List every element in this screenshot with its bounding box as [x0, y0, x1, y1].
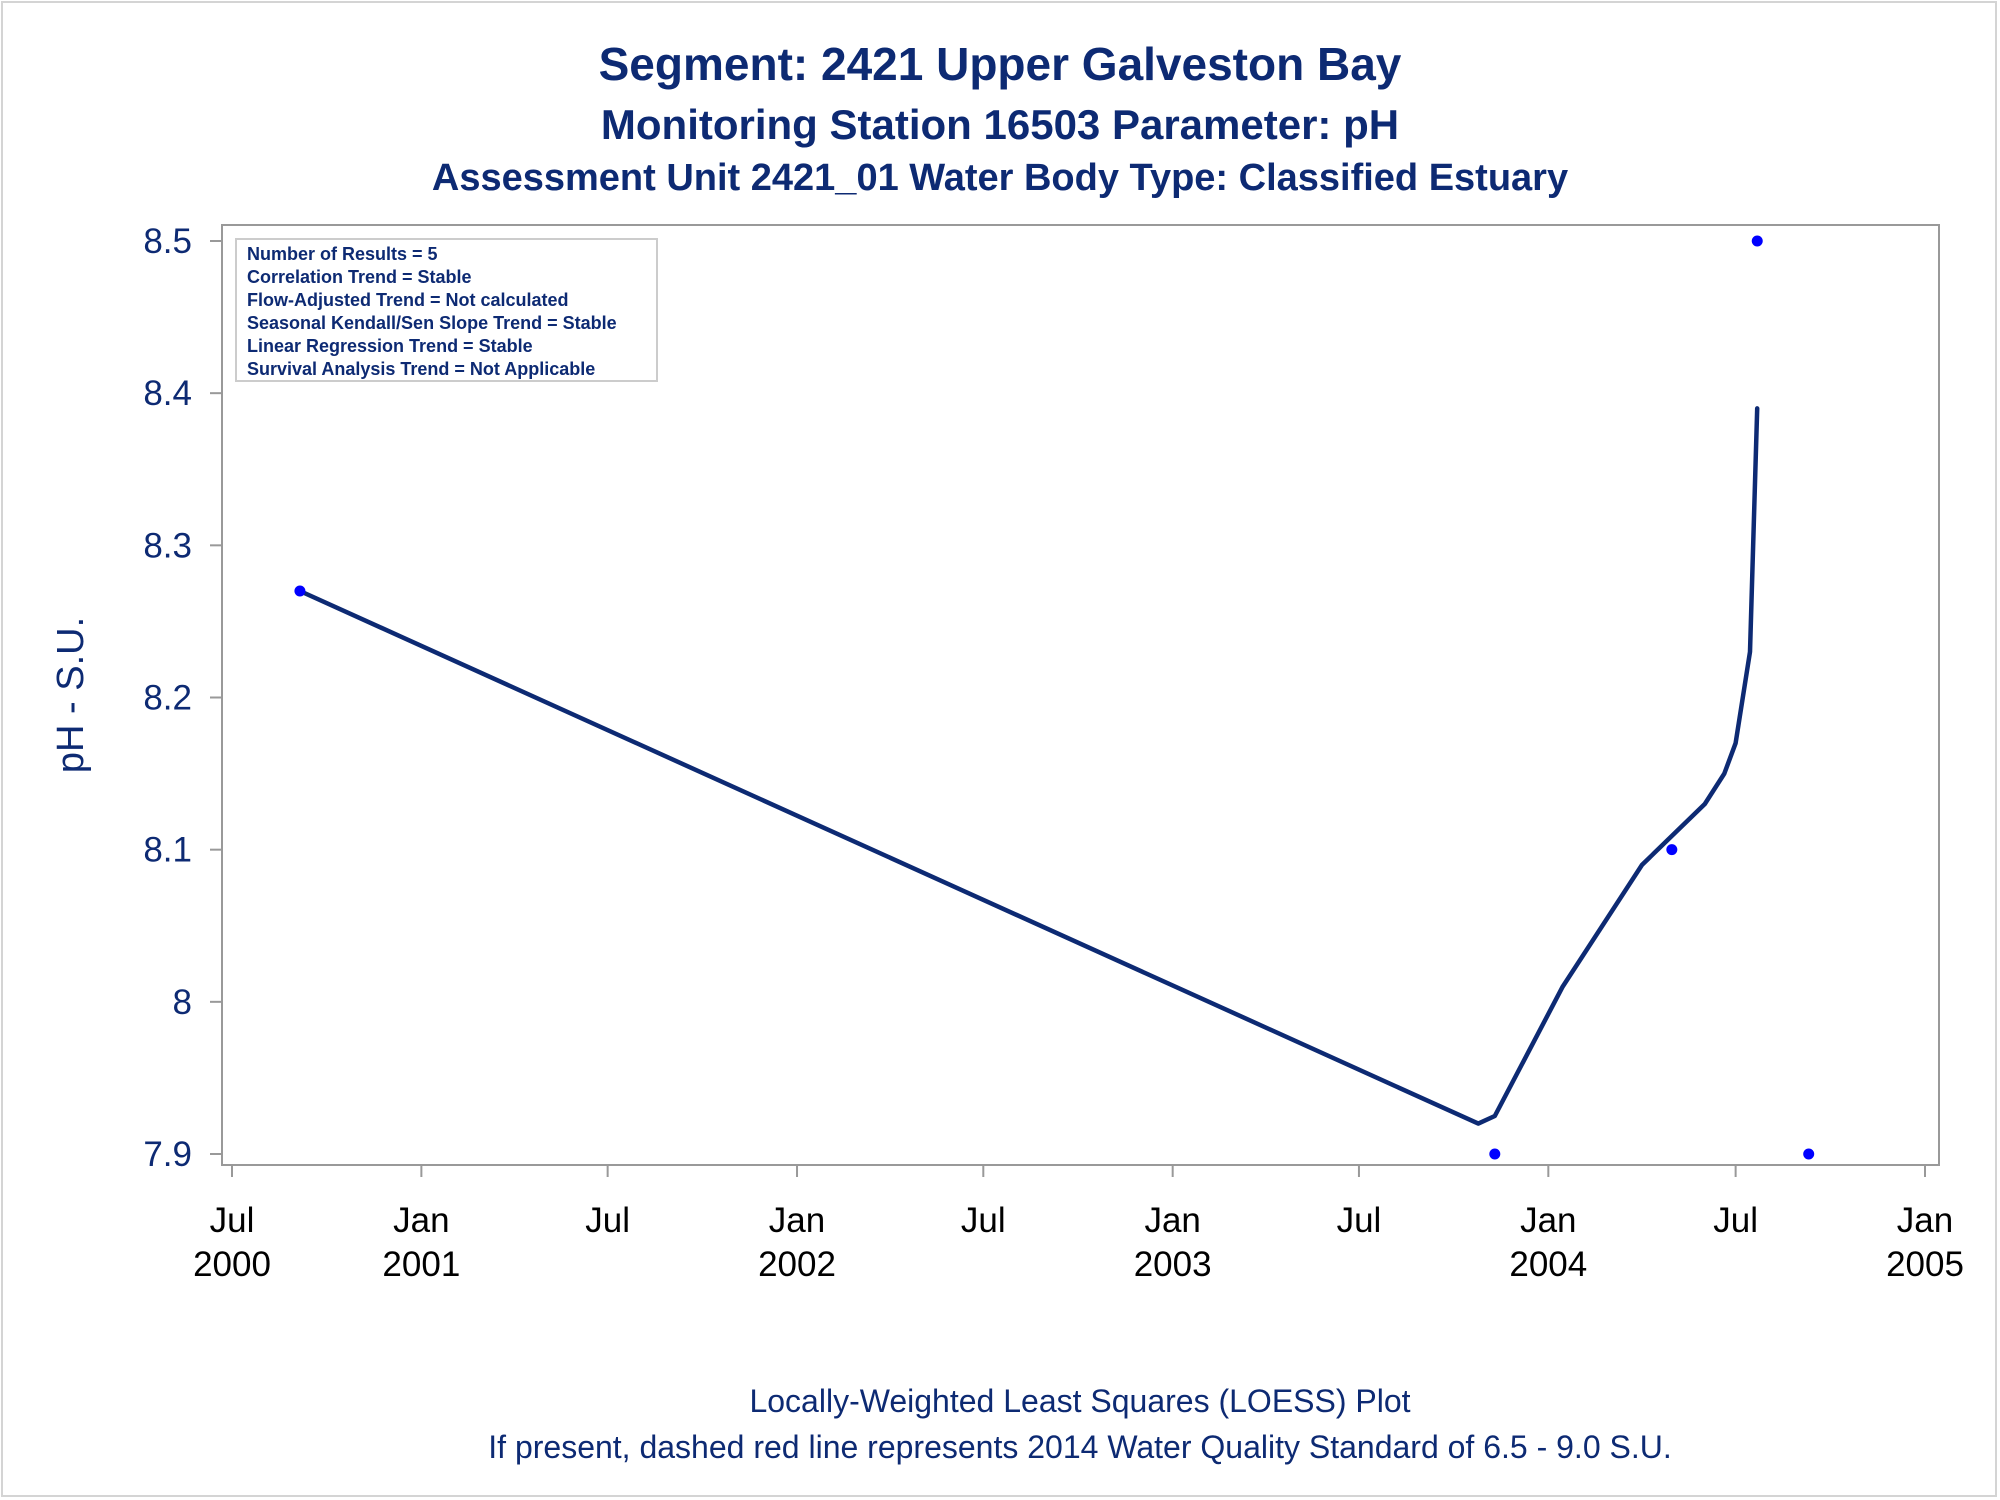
- x-tick-label-6: Jul: [1337, 1201, 1382, 1240]
- plot-area: [221, 224, 1940, 1166]
- x-tick-label-9: Jan: [1897, 1201, 1953, 1240]
- chart-title: Segment: 2421 Upper Galveston Bay: [599, 38, 1402, 90]
- data-point-2: [1666, 844, 1678, 856]
- trend-stat-0: Number of Results = 5: [247, 244, 438, 264]
- trend-stat-3: Seasonal Kendall/Sen Slope Trend = Stabl…: [247, 313, 617, 333]
- footnote-standard: If present, dashed red line represents 2…: [488, 1429, 1671, 1465]
- y-axis: 7.9 8 8.1 8.2 8.3 8.4 8.5: [143, 222, 222, 1174]
- y-tick-label-0: 7.9: [143, 1135, 192, 1174]
- x-tick-year-3: 2002: [758, 1245, 836, 1284]
- y-tick-label-2: 8.1: [143, 831, 192, 870]
- trend-stat-4: Linear Regression Trend = Stable: [247, 336, 533, 356]
- x-tick-label-1: Jan: [393, 1201, 449, 1240]
- x-tick-label-4: Jul: [961, 1201, 1006, 1240]
- data-point-1: [1489, 1148, 1501, 1160]
- trend-stat-5: Survival Analysis Trend = Not Applicable: [247, 359, 595, 379]
- x-tick-label-7: Jan: [1520, 1201, 1576, 1240]
- chart-subtitle-station: Monitoring Station 16503 Parameter: pH: [601, 101, 1399, 148]
- x-tick-label-2: Jul: [585, 1201, 630, 1240]
- y-tick-label-5: 8.4: [143, 374, 192, 413]
- trend-stats-box: Number of Results = 5 Correlation Trend =…: [235, 238, 658, 382]
- trend-stats-box-border: [235, 238, 658, 382]
- loess-line: [297, 406, 1760, 1126]
- x-tick-year-1: 2001: [382, 1245, 460, 1284]
- data-points: [294, 235, 1815, 1160]
- y-tick-label-3: 8.2: [143, 679, 192, 718]
- x-axis: Jul 2000 Jan 2001 Jul Jan 2002 Jul Jan 2003 Jul Jan…: [193, 1165, 1964, 1284]
- x-tick-year-5: 2003: [1134, 1245, 1212, 1284]
- x-tick-year-9: 2005: [1886, 1245, 1964, 1284]
- data-point-3: [1803, 1148, 1815, 1160]
- x-tick-label-3: Jan: [769, 1201, 825, 1240]
- y-tick-label-4: 8.3: [143, 526, 192, 565]
- data-point-0: [294, 585, 306, 597]
- x-tick-year-0: 2000: [193, 1245, 271, 1284]
- x-tick-year-7: 2004: [1509, 1245, 1587, 1284]
- trend-stat-1: Correlation Trend = Stable: [247, 267, 472, 287]
- x-tick-label-8: Jul: [1713, 1201, 1758, 1240]
- x-tick-label-0: Jul: [210, 1201, 255, 1240]
- y-axis-label: pH - S.U.: [50, 617, 92, 773]
- y-tick-label-1: 8: [173, 983, 192, 1022]
- footnote-loess: Locally-Weighted Least Squares (LOESS) P…: [749, 1383, 1410, 1419]
- y-tick-label-6: 8.5: [143, 222, 192, 261]
- x-tick-label-5: Jan: [1144, 1201, 1200, 1240]
- data-point-4: [1751, 235, 1763, 247]
- chart-subtitle-assessment: Assessment Unit 2421_01 Water Body Type:…: [432, 157, 1568, 199]
- trend-stat-2: Flow-Adjusted Trend = Not calculated: [247, 290, 569, 310]
